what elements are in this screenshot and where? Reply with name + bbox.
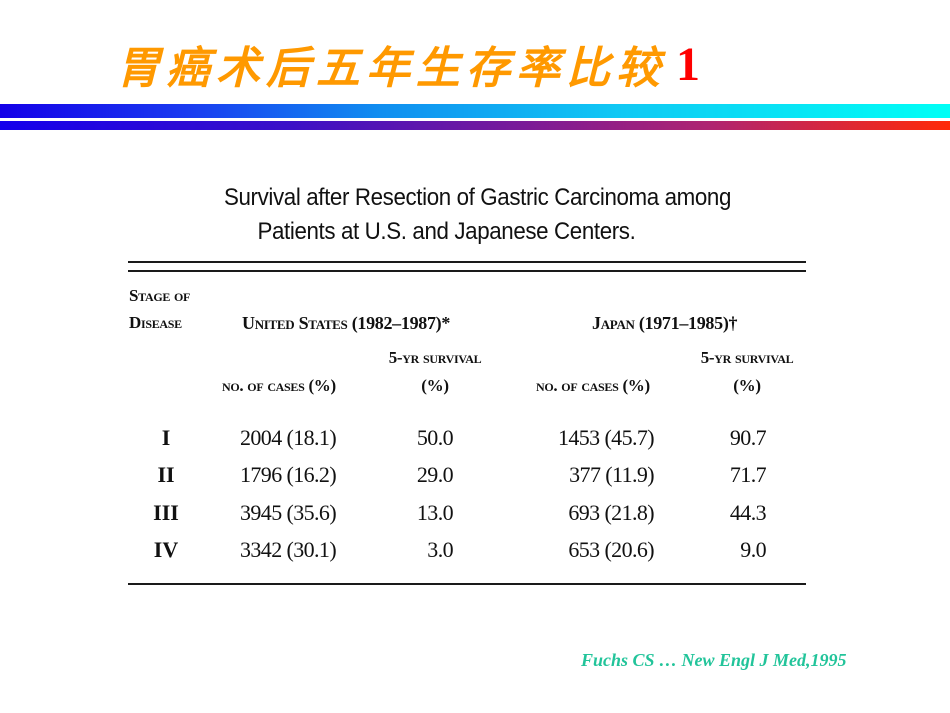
us-group-header: United States (1982–1987)* (242, 313, 451, 333)
us-survival-header-line1: 5-yr survival (388, 348, 482, 367)
stage-cell: IV (153, 537, 179, 562)
jp-cases-cell: 653 (20.6) (568, 537, 654, 562)
jp-cases-cell: 377 (11.9) (569, 462, 654, 487)
table-caption-line1: Survival after Resection of Gastric Carc… (224, 184, 732, 211)
jp-survival-cell: 9.0 (740, 537, 766, 562)
us-cases-cell: 3945 (35.6) (240, 500, 337, 525)
slide-title-number: 1 (676, 37, 700, 91)
us-survival-header-line2: (%) (421, 376, 449, 395)
us-cases-cell: 1796 (16.2) (240, 462, 337, 487)
decorative-bar-bottom (0, 121, 950, 130)
us-survival-cell: 50.0 (416, 425, 454, 450)
slide-title-chinese: 胃癌术后五年生存率比较 (116, 43, 666, 94)
jp-cases-cell: 1453 (45.7) (557, 425, 655, 450)
jp-cases-cell: 693 (21.8) (568, 500, 654, 525)
stage-cell: II (157, 462, 175, 487)
us-cases-cell: 3342 (30.1) (240, 537, 337, 562)
us-cases-cell: 2004 (18.1) (240, 425, 337, 450)
slide-title: 胃癌术后五年生存率比较 1 (116, 34, 700, 95)
stage-cell: I (161, 425, 171, 450)
us-survival-cell: 29.0 (416, 462, 454, 487)
jp-survival-cell: 90.7 (729, 425, 767, 450)
jp-survival-cell: 71.7 (729, 462, 767, 487)
table-top-rule-1 (128, 261, 806, 263)
table-caption-line2: Patients at U.S. and Japanese Centers. (257, 218, 636, 245)
jp-survival-header-line1: 5-yr survival (700, 348, 794, 367)
stage-header-line1: Stage of (129, 286, 191, 305)
stage-header-line2: Disease (129, 313, 182, 332)
table-caption: Survival after Resection of Gastric Carc… (224, 181, 810, 249)
jp-survival-header-line2: (%) (733, 376, 761, 395)
decorative-bar-top (0, 104, 950, 118)
table-bottom-rule (128, 583, 806, 585)
us-survival-cell: 13.0 (416, 500, 454, 525)
stage-cell: III (153, 500, 179, 525)
jp-survival-cell: 44.3 (729, 500, 767, 525)
us-survival-cell: 3.0 (427, 537, 453, 562)
table-top-rule-2 (128, 270, 806, 272)
japan-group-header: Japan (1971–1985)† (592, 313, 738, 333)
us-cases-header: no. of cases (%) (222, 376, 336, 395)
jp-cases-header: no. of cases (%) (536, 376, 650, 395)
citation: Fuchs CS … New Engl J Med,1995 (581, 650, 847, 670)
